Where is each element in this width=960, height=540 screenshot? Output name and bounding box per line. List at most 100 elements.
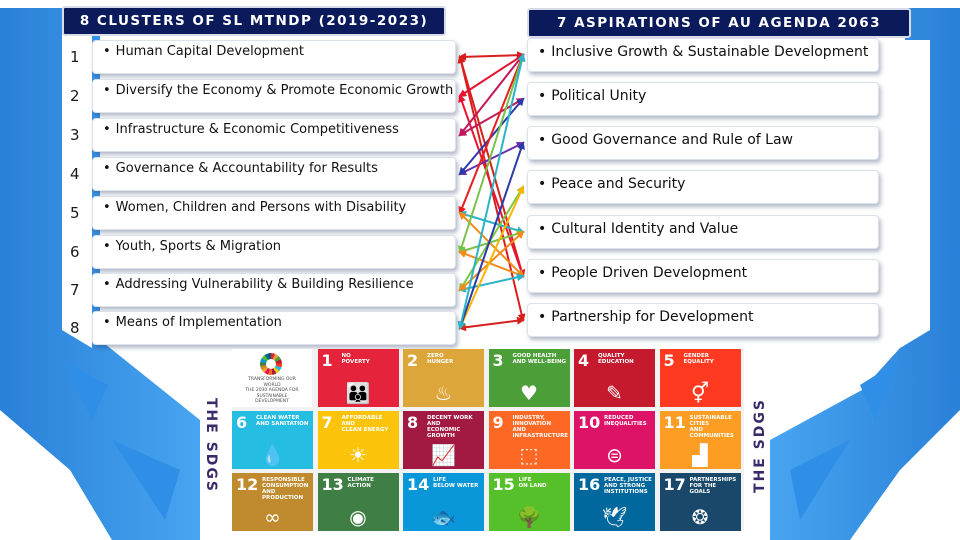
cluster-label: Diversify the Economy & Promote Economic…	[115, 83, 454, 98]
sdg-title: LIFE BELOW WATER	[433, 477, 479, 489]
eye-globe-icon: ◉	[349, 505, 367, 529]
bullet: •	[103, 44, 111, 59]
gender-icon: ⚥	[690, 381, 710, 405]
sdg-title: CLIMATE ACTION	[347, 477, 374, 489]
sdg-number: 17	[663, 475, 686, 494]
sdg-number: 2	[407, 351, 419, 370]
right-header: 7 ASPIRATIONS OF AU AGENDA 2063	[527, 8, 911, 38]
aspiration-item: • Partnership for Development	[527, 303, 879, 337]
sdg-side-label-left: THE SDGS	[203, 398, 219, 493]
sdg-number: 3	[492, 351, 504, 370]
bullet: •	[103, 122, 111, 137]
sdg-title: AFFORDABLE AND CLEAN ENERGY	[341, 415, 389, 433]
fish-icon: 🐟	[431, 505, 456, 529]
cluster-item: • Governance & Accountability for Results	[92, 157, 456, 191]
sdg-logo-text: TRANSFORMING OUR WORLD THE 2030 AGENDA F…	[245, 377, 299, 404]
sdg-title: ZERO HUNGER	[427, 353, 454, 365]
link-cluster-2-aspiration-1	[458, 53, 525, 98]
cluster-item: • Means of Implementation	[92, 311, 456, 345]
sdg-tile-1: 1 NO POVERTY 👪	[317, 349, 399, 407]
aspiration-label: Partnership for Development	[551, 309, 754, 325]
book-icon: ✎	[606, 381, 623, 405]
right-arrow-head-1	[860, 360, 900, 420]
bullet: •	[538, 176, 547, 192]
sdg-tile-13: 13 CLIMATE ACTION ◉	[317, 473, 399, 531]
sdg-tile-7: 7 AFFORDABLE AND CLEAN ENERGY ☀	[317, 411, 399, 469]
cluster-number: 8	[70, 319, 80, 337]
aspiration-label: Political Unity	[551, 88, 647, 104]
sdg-title: INDUSTRY, INNOVATION AND INFRASTRUCTURE	[512, 415, 569, 439]
sdg-tile-14: 14 LIFE BELOW WATER 🐟	[403, 473, 484, 531]
bullet: •	[103, 83, 111, 98]
aspiration-item: • People Driven Development	[527, 259, 879, 293]
bullet: •	[538, 265, 547, 281]
aspiration-label: Inclusive Growth & Sustainable Developme…	[551, 44, 869, 60]
sdg-tile-10: 10 REDUCED INEQUALITIES ⊜	[574, 411, 655, 469]
sdg-title: SUSTAINABLE CITIES AND COMMUNITIES	[689, 415, 734, 439]
sdg-number: 1	[321, 351, 333, 370]
cluster-number: 4	[70, 165, 80, 183]
sdg-number: 8	[407, 413, 419, 432]
bullet: •	[103, 277, 111, 292]
right-arrow-head-2	[790, 440, 850, 520]
rings-icon: ❂	[691, 505, 709, 529]
aspiration-number: 6	[893, 270, 905, 288]
aspiration-label: People Driven Development	[551, 265, 748, 281]
sdg-grid: TRANSFORMING OUR WORLD THE 2030 AGENDA F…	[232, 349, 744, 531]
aspiration-item: • Political Unity	[527, 82, 879, 116]
heartbeat-icon: ♥	[520, 381, 538, 405]
link-cluster-8-aspiration-1	[457, 53, 526, 330]
cluster-label: Youth, Sports & Migration	[115, 239, 282, 254]
cluster-item: • Women, Children and Persons with Disabi…	[92, 196, 456, 230]
sdg-tile-11: 11 SUSTAINABLE CITIES AND COMMUNITIES ▟	[659, 411, 741, 469]
sdg-number: 10	[578, 413, 601, 432]
cluster-number: 5	[70, 204, 80, 222]
cluster-label: Means of Implementation	[115, 315, 282, 330]
cluster-item: • Addressing Vulnerability & Building Res…	[92, 273, 456, 307]
cluster-label: Human Capital Development	[115, 44, 304, 59]
sdg-tile-8: 8 DECENT WORK AND ECONOMIC GROWTH 📈	[403, 411, 484, 469]
sdg-number: 13	[321, 475, 344, 494]
bullet: •	[538, 88, 547, 104]
sdg-side-label-right: THE SDGS	[752, 398, 768, 493]
cluster-number: 6	[70, 243, 80, 261]
growth-chart-icon: 📈	[431, 443, 456, 467]
sdg-number: 7	[321, 413, 333, 432]
left-arrow-head-2	[112, 440, 180, 520]
aspiration-item: • Good Governance and Rule of Law	[527, 126, 879, 160]
bullet: •	[103, 315, 111, 330]
bullet: •	[538, 309, 547, 325]
aspiration-number: 3	[893, 141, 905, 159]
link-cluster-1-aspiration-1	[458, 51, 525, 61]
sdg-tile-16: 16 PEACE, JUSTICE AND STRONG INSTITUTIONS…	[574, 473, 655, 531]
sdg-title: DECENT WORK AND ECONOMIC GROWTH	[427, 415, 473, 439]
aspiration-number: 1	[893, 55, 905, 73]
sdg-number: 16	[578, 475, 601, 494]
sdg-title: PARTNERSHIPS FOR THE GOALS	[689, 477, 737, 495]
bullet: •	[538, 221, 547, 237]
sun-icon: ☀	[349, 443, 367, 467]
bullet: •	[538, 44, 547, 60]
link-cluster-8-aspiration-4	[458, 185, 525, 330]
aspiration-number: 2	[893, 96, 905, 114]
sdg-number: 6	[236, 413, 248, 432]
cluster-number: 7	[70, 281, 80, 299]
sdg-tile-17: 17 PARTNERSHIPS FOR THE GOALS ❂	[659, 473, 741, 531]
sdg-logo-tile: TRANSFORMING OUR WORLD THE 2030 AGENDA F…	[232, 349, 312, 407]
cluster-label: Infrastructure & Economic Competitivenes…	[115, 122, 399, 137]
cluster-label: Women, Children and Persons with Disabil…	[115, 200, 407, 215]
sdg-number: 9	[492, 413, 504, 432]
aspiration-item: • Peace and Security	[527, 170, 879, 204]
sdg-number: 14	[407, 475, 430, 494]
cluster-number: 2	[70, 87, 80, 105]
sdg-tile-4: 4 QUALITY EDUCATION ✎	[574, 349, 655, 407]
bullet: •	[103, 200, 111, 215]
aspiration-item: • Inclusive Growth & Sustainable Developm…	[527, 38, 879, 72]
bullet: •	[103, 161, 111, 176]
left-arrow-head-1	[62, 360, 108, 420]
sdg-title: CLEAN WATER AND SANITATION	[256, 415, 309, 427]
bowl-icon: ♨	[434, 381, 453, 405]
cluster-item: • Human Capital Development	[92, 40, 456, 74]
tree-icon: 🌳	[516, 505, 542, 529]
aspiration-label: Peace and Security	[551, 176, 686, 192]
